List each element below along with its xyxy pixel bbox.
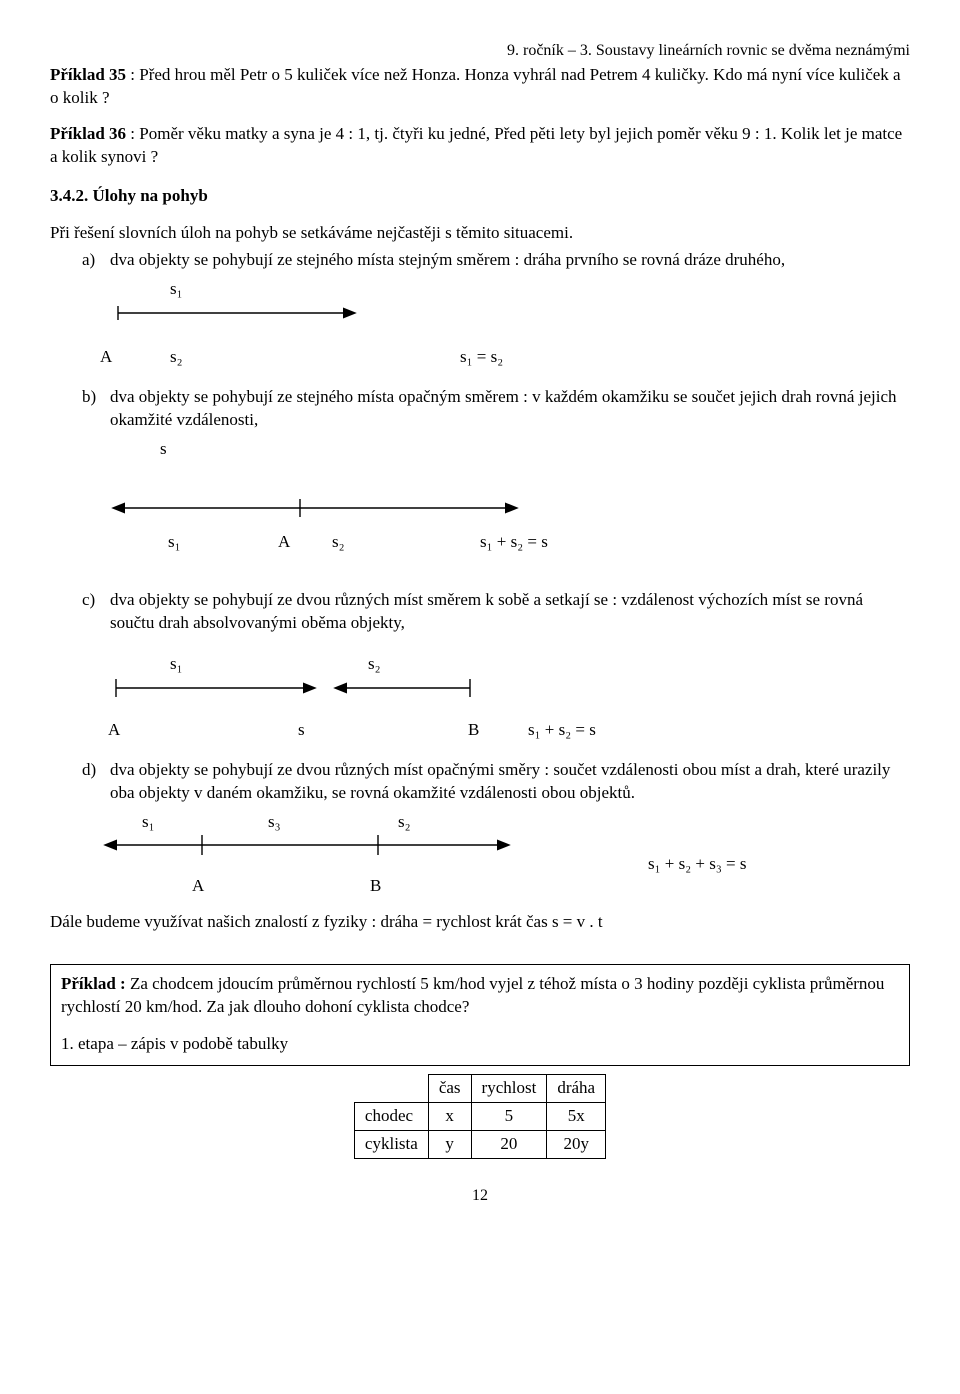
- page-header: 9. ročník – 3. Soustavy lineárních rovni…: [50, 40, 910, 62]
- diagram-a-s1: s₁: [170, 278, 183, 301]
- table-header-row: čas rychlost dráha: [354, 1075, 605, 1103]
- td-5: 5: [471, 1103, 547, 1131]
- td-x: x: [428, 1103, 471, 1131]
- item-b-letter: b): [82, 386, 110, 432]
- item-d-letter: d): [82, 759, 110, 805]
- th-rychlost: rychlost: [471, 1075, 547, 1103]
- item-a: a) dva objekty se pohybují ze stejného m…: [82, 249, 910, 272]
- boxed-etapa: 1. etapa – zápis v podobě tabulky: [61, 1033, 899, 1056]
- table-row: chodec x 5 5x: [354, 1103, 605, 1131]
- exercise-36-label: Příklad 36: [50, 124, 126, 143]
- diagram-a-top: s₁: [50, 278, 910, 330]
- diagram-c-B: B: [468, 719, 479, 742]
- diagram-d-s3: s₃: [268, 811, 281, 834]
- diagram-a-eq: s₁ = s₂: [460, 346, 503, 369]
- diagram-d: s₁ s₃ s₂ s₁ + s₂ + s₃ = s A B: [50, 811, 910, 901]
- section-heading: 3.4.2. Úlohy na pohyb: [50, 185, 910, 208]
- diagram-d-s1: s₁: [142, 811, 155, 834]
- diagram-b-A: A: [278, 531, 290, 554]
- item-c: c) dva objekty se pohybují ze dvou různý…: [82, 589, 910, 635]
- page-number: 12: [50, 1185, 910, 1207]
- th-empty: [354, 1075, 428, 1103]
- data-table: čas rychlost dráha chodec x 5 5x cyklist…: [354, 1074, 606, 1159]
- boxed-example: Příklad : Za chodcem jdoucím průměrnou r…: [50, 964, 910, 1067]
- exercise-35: Příklad 35 : Před hrou měl Petr o 5 kuli…: [50, 64, 910, 110]
- table-row: cyklista y 20 20y: [354, 1131, 605, 1159]
- boxed-text: Za chodcem jdoucím průměrnou rychlostí 5…: [61, 974, 884, 1016]
- diagram-c-s1: s₁: [170, 653, 183, 676]
- diagram-b-svg: [96, 497, 536, 519]
- diagram-b-s2: s₂: [332, 531, 345, 554]
- item-b: b) dva objekty se pohybují ze stejného m…: [82, 386, 910, 432]
- th-cas: čas: [428, 1075, 471, 1103]
- diagram-b-s1: s₁: [168, 531, 181, 554]
- diagram-a-bottom: A s₂ s₁ = s₂: [50, 340, 910, 368]
- diagram-c-A: A: [108, 719, 120, 742]
- item-a-letter: a): [82, 249, 110, 272]
- item-d-text: dva objekty se pohybují ze dvou různých …: [110, 759, 910, 805]
- td-20y: 20y: [547, 1131, 606, 1159]
- diagram-d-s2: s₂: [398, 811, 411, 834]
- boxed-label: Příklad :: [61, 974, 126, 993]
- diagram-b-eq: s₁ + s₂ = s: [480, 531, 548, 554]
- exercise-35-label: Příklad 35: [50, 65, 126, 84]
- item-a-text: dva objekty se pohybují ze stejného míst…: [110, 249, 910, 272]
- item-c-letter: c): [82, 589, 110, 635]
- diagram-c-eq: s₁ + s₂ = s: [528, 719, 596, 742]
- td-20: 20: [471, 1131, 547, 1159]
- th-draha: dráha: [547, 1075, 606, 1103]
- diagram-d-B: B: [370, 875, 381, 898]
- item-b-text: dva objekty se pohybují ze stejného míst…: [110, 386, 910, 432]
- exercise-36-text: : Poměr věku matky a syna je 4 : 1, tj. …: [50, 124, 902, 166]
- diagram-a-A: A: [100, 346, 112, 369]
- td-chodec: chodec: [354, 1103, 428, 1131]
- diagram-b: s₁ A s₂ s₁ + s₂ = s: [50, 497, 910, 561]
- diagram-c-svg: [110, 677, 510, 699]
- diagram-a-arrow-svg: [112, 304, 372, 322]
- diagram-c: s₁ s₂ A s B s₁ + s₂ = s: [50, 653, 910, 745]
- td-5x: 5x: [547, 1103, 606, 1131]
- diagram-d-eq: s₁ + s₂ + s₃ = s: [648, 853, 747, 876]
- td-y: y: [428, 1131, 471, 1159]
- diagram-c-s2: s₂: [368, 653, 381, 676]
- td-cyklista: cyklista: [354, 1131, 428, 1159]
- exercise-36: Příklad 36 : Poměr věku matky a syna je …: [50, 123, 910, 169]
- boxed-para: Příklad : Za chodcem jdoucím průměrnou r…: [61, 973, 899, 1019]
- item-d: d) dva objekty se pohybují ze dvou různý…: [82, 759, 910, 805]
- diagram-d-A: A: [192, 875, 204, 898]
- diagram-c-s: s: [298, 719, 305, 742]
- physics-text: Dále budeme využívat našich znalostí z f…: [50, 911, 910, 934]
- item-b-s: s: [160, 438, 910, 461]
- intro-text: Při řešení slovních úloh na pohyb se set…: [50, 222, 910, 245]
- diagram-a-s2: s₂: [170, 346, 183, 369]
- exercise-35-text: : Před hrou měl Petr o 5 kuliček více ne…: [50, 65, 901, 107]
- item-c-text: dva objekty se pohybují ze dvou různých …: [110, 589, 910, 635]
- diagram-d-svg: [88, 833, 528, 857]
